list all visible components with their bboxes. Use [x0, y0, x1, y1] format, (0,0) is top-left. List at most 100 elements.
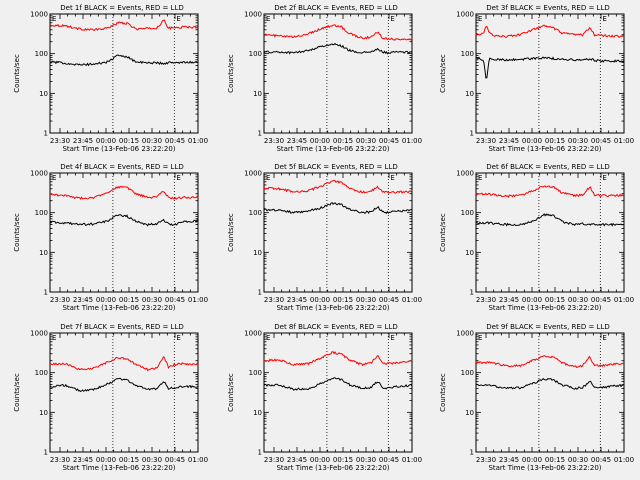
x-tick-label: 23:45 [287, 456, 307, 464]
x-tick-label: 01:00 [614, 456, 634, 464]
x-tick-label: 01:00 [402, 296, 422, 304]
panel-title: Det 8f BLACK = Events, RED = LLD [274, 323, 397, 331]
x-axis-label: Start Time (13-Feb-06 23:22:20) [276, 145, 389, 153]
lld-series-line [49, 185, 199, 200]
x-tick-label: 00:15 [119, 456, 139, 464]
detector-panel-1: Det 1f BLACK = Events, RED = LLD 1 10 100 10… [13, 4, 208, 153]
x-tick-label: 23:30 [476, 456, 496, 464]
plot-frame [49, 13, 199, 134]
y-tick-label: 1 [470, 449, 474, 457]
lld-series-line [263, 24, 413, 41]
plot-frame [475, 172, 625, 293]
x-tick-label: 23:30 [264, 456, 284, 464]
event-marker: E [52, 174, 56, 182]
event-marker: E [52, 15, 56, 23]
events-series-line [263, 377, 413, 391]
x-tick-label: 00:45 [165, 137, 185, 145]
y-axis-label: Counts/sec [439, 54, 447, 93]
x-tick-label: 23:30 [476, 296, 496, 304]
x-tick-label: 00:30 [568, 137, 588, 145]
x-tick-label: 01:00 [614, 137, 634, 145]
plot-frame [263, 13, 413, 134]
x-tick-label: 00:15 [333, 296, 353, 304]
x-tick-label: 23:45 [73, 137, 93, 145]
y-tick-label: 1 [258, 449, 262, 457]
x-axis-label: Start Time (13-Feb-06 23:22:20) [276, 304, 389, 312]
detector-panel-7: Det 7f BLACK = Events, RED = LLD 1 10 100 10… [13, 323, 208, 472]
events-series-line [476, 213, 625, 227]
y-tick-label: 1000 [30, 330, 48, 338]
x-tick-label: 00:00 [522, 137, 542, 145]
plot-frame [263, 172, 413, 293]
x-tick-label: 00:30 [568, 296, 588, 304]
events-series-line [49, 214, 199, 227]
y-axis-label: Counts/sec [439, 373, 447, 412]
y-axis-label: Counts/sec [227, 213, 235, 252]
lld-series-line [475, 185, 625, 199]
x-tick-label: 00:00 [96, 456, 116, 464]
y-tick-label: 100 [35, 369, 48, 377]
x-tick-label: 00:45 [379, 456, 399, 464]
plot-frame [263, 332, 413, 453]
x-tick-label: 23:45 [73, 456, 93, 464]
y-axis-label: Counts/sec [227, 54, 235, 93]
y-tick-label: 1000 [456, 330, 474, 338]
event-marker: E [176, 174, 180, 182]
y-tick-label: 1 [44, 449, 48, 457]
x-axis-label: Start Time (13-Feb-06 23:22:20) [488, 464, 601, 472]
y-tick-label: 1 [44, 289, 48, 297]
y-tick-label: 1 [470, 289, 474, 297]
x-tick-label: 23:45 [499, 296, 519, 304]
x-axis-label: Start Time (13-Feb-06 23:22:20) [276, 464, 389, 472]
x-tick-label: 00:30 [356, 137, 376, 145]
x-tick-label: 23:30 [264, 137, 284, 145]
y-tick-label: 100 [35, 209, 48, 217]
x-tick-label: 23:30 [50, 137, 70, 145]
detector-panel-2: Det 2f BLACK = Events, RED = LLD 1 10 100 10… [227, 4, 422, 153]
y-tick-label: 10 [39, 90, 48, 98]
y-tick-label: 100 [461, 369, 474, 377]
event-marker: E [602, 334, 606, 342]
y-tick-label: 1000 [244, 330, 262, 338]
event-marker: E [176, 334, 180, 342]
y-tick-label: 100 [249, 50, 262, 58]
lld-series-line [475, 355, 625, 369]
y-tick-label: 10 [253, 409, 262, 417]
panel-title: Det 7f BLACK = Events, RED = LLD [60, 323, 183, 331]
x-axis-label: Start Time (13-Feb-06 23:22:20) [62, 304, 175, 312]
x-tick-label: 00:45 [165, 296, 185, 304]
x-tick-label: 23:30 [50, 456, 70, 464]
event-marker: E [390, 334, 394, 342]
x-tick-label: 00:00 [310, 296, 330, 304]
event-marker: E [602, 174, 606, 182]
x-axis-label: Start Time (13-Feb-06 23:22:20) [62, 145, 175, 153]
plot-frame [49, 172, 199, 293]
y-axis-label: Counts/sec [227, 373, 235, 412]
y-tick-label: 10 [39, 409, 48, 417]
events-series-line [475, 377, 625, 390]
x-tick-label: 23:30 [50, 296, 70, 304]
events-series-line [263, 42, 413, 55]
y-tick-label: 1000 [244, 11, 262, 19]
x-tick-label: 23:30 [476, 137, 496, 145]
x-axis-label: Start Time (13-Feb-06 23:22:20) [488, 304, 601, 312]
event-marker: E [266, 334, 270, 342]
x-tick-label: 00:30 [142, 137, 162, 145]
detector-panel-5: Det 5f BLACK = Events, RED = LLD 1 10 100 10… [227, 163, 422, 312]
x-tick-label: 23:45 [499, 137, 519, 145]
x-tick-label: 23:45 [287, 296, 307, 304]
panel-title: Det 9f BLACK = Events, RED = LLD [486, 323, 609, 331]
plot-frame [475, 13, 625, 134]
y-tick-label: 1000 [244, 170, 262, 178]
x-axis-label: Start Time (13-Feb-06 23:22:20) [488, 145, 601, 153]
events-series-line [475, 56, 625, 79]
x-tick-label: 00:15 [545, 137, 565, 145]
y-tick-label: 1000 [30, 170, 48, 178]
x-axis-label: Start Time (13-Feb-06 23:22:20) [62, 464, 175, 472]
y-tick-label: 10 [253, 249, 262, 257]
x-tick-label: 01:00 [188, 296, 208, 304]
x-tick-label: 00:30 [356, 456, 376, 464]
detector-panel-6: Det 6f BLACK = Events, RED = LLD 1 10 100 10… [439, 163, 634, 312]
detector-panel-8: Det 8f BLACK = Events, RED = LLD 1 10 100 10… [227, 323, 422, 472]
